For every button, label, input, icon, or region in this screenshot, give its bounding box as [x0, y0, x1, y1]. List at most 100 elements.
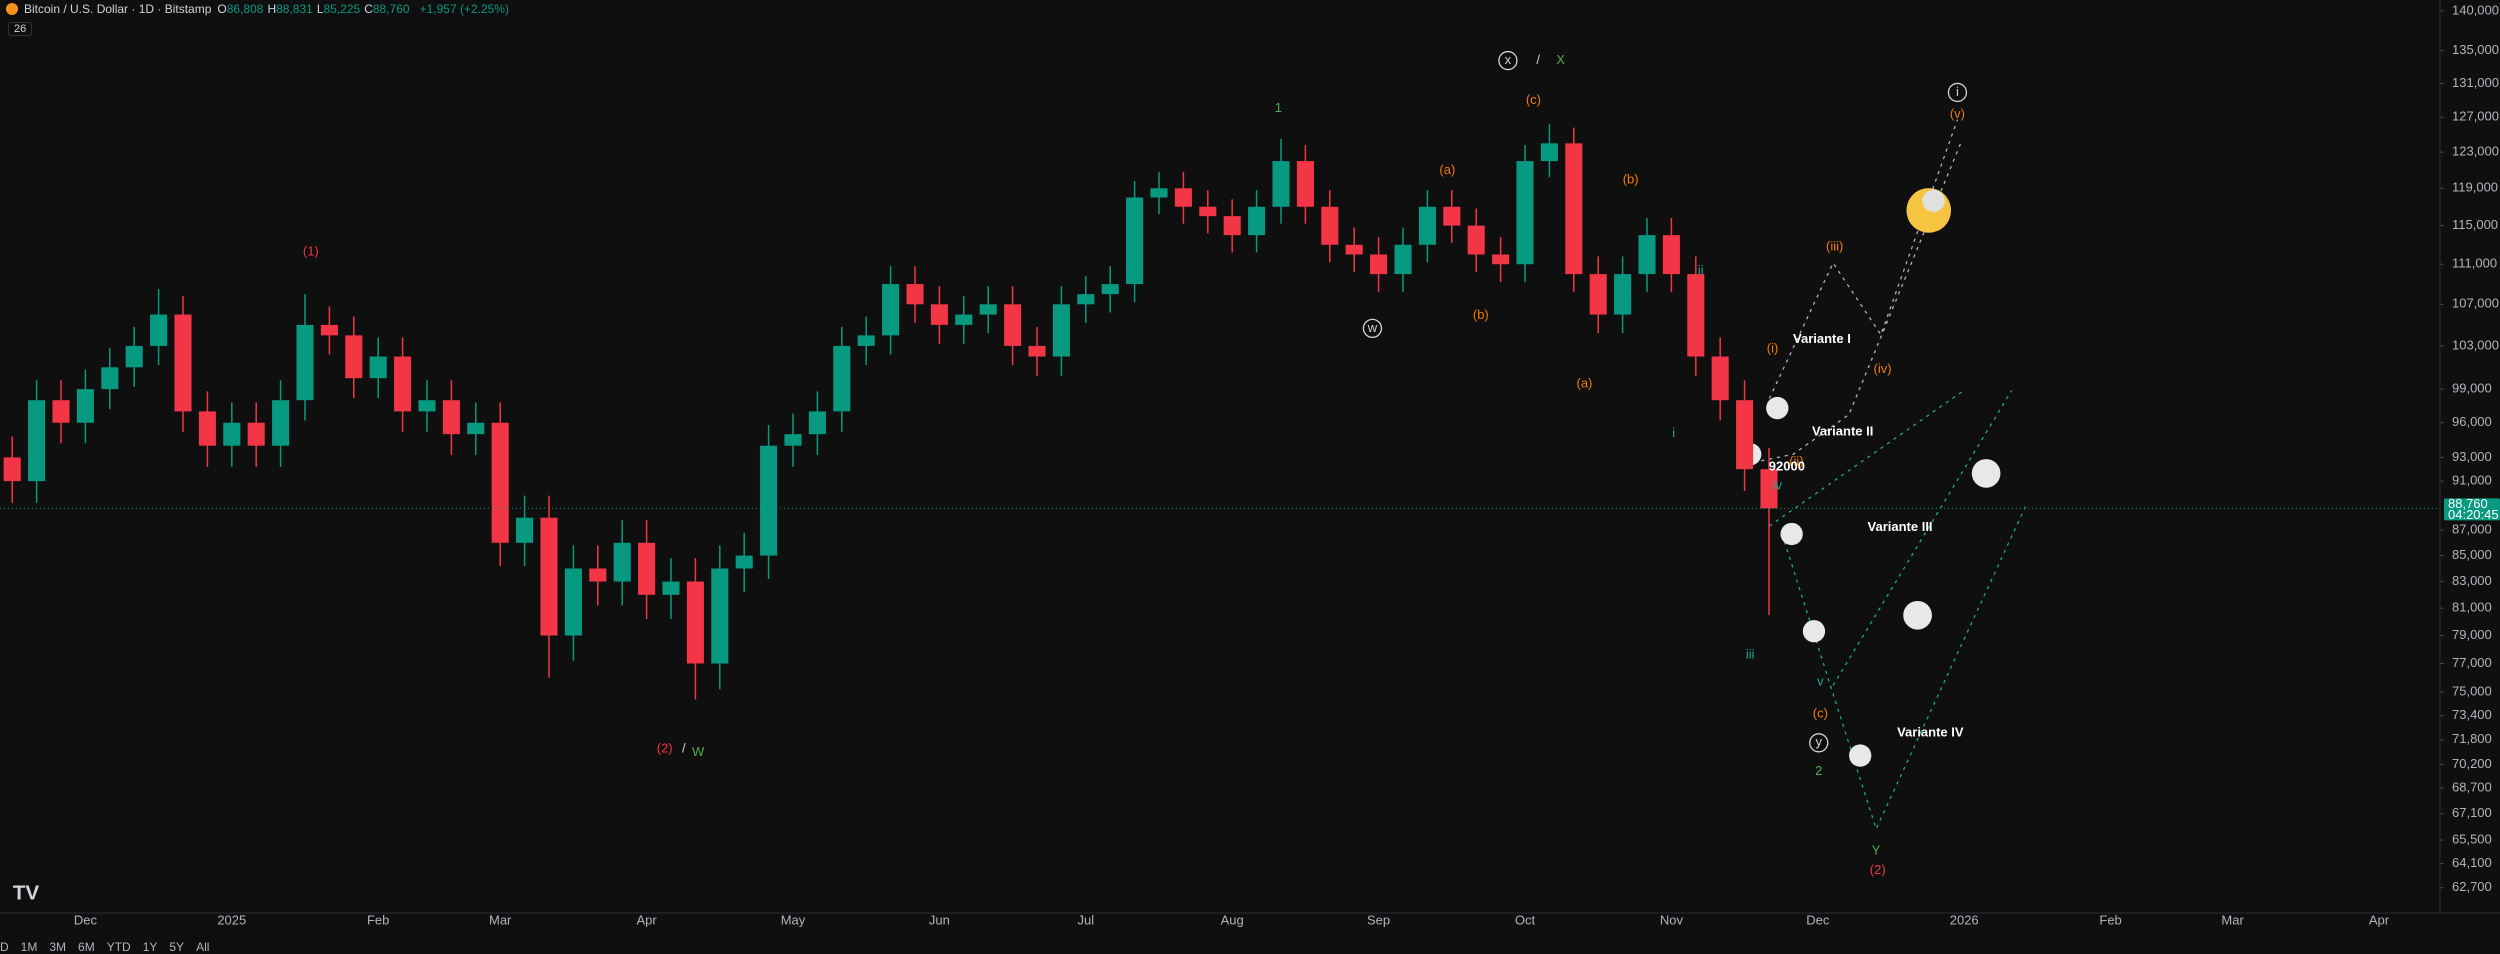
candle-body	[1638, 235, 1656, 275]
x-tick-label: Jun	[929, 912, 950, 927]
wave-label: (iv)	[1873, 361, 1891, 376]
y-tick-label: 93,000	[2452, 449, 2492, 464]
candle-body	[662, 581, 680, 595]
astronaut-icon	[1971, 459, 2001, 488]
candle-body	[1101, 284, 1119, 295]
candle-body	[1467, 225, 1485, 255]
wave-label: (iii)	[1826, 239, 1843, 254]
wave-label: i	[1672, 425, 1675, 440]
timeframe-button[interactable]: 1M	[20, 940, 38, 954]
astronaut-icon	[1766, 396, 1789, 420]
y-tick-label: 70,200	[2452, 756, 2492, 771]
x-tick-label: Apr	[2369, 912, 2390, 927]
y-tick-label: 135,000	[2452, 42, 2499, 57]
candle-body	[320, 324, 338, 336]
candle-body	[1345, 244, 1363, 255]
timeframe-button[interactable]: 3M	[49, 940, 67, 954]
candle-body	[882, 284, 900, 336]
timeframe-button[interactable]: 5Y	[169, 940, 185, 954]
candle-body	[906, 284, 924, 305]
x-tick-label: Dec	[74, 912, 98, 927]
candle-body	[76, 389, 94, 423]
candle-body	[1760, 469, 1778, 509]
candle-body	[1004, 304, 1022, 346]
candle-body	[540, 517, 558, 636]
candle-body	[589, 568, 607, 582]
x-tick-label: May	[781, 912, 806, 927]
timeframe-button[interactable]: 1Y	[142, 940, 158, 954]
candle-body	[711, 568, 729, 664]
y-tick-label: 67,100	[2452, 805, 2492, 820]
wave-label: (ii)	[1789, 454, 1803, 469]
wave-label: (b)	[1623, 172, 1639, 187]
y-tick-label: 64,100	[2452, 855, 2492, 870]
candle-body	[150, 314, 168, 346]
wave-label: (a)	[1576, 376, 1592, 391]
candle-body	[247, 422, 265, 446]
astronaut-icon	[1780, 522, 1803, 546]
countdown-label: 04:20:45	[2448, 507, 2499, 522]
candle-body	[784, 434, 802, 446]
x-tick-label: Dec	[1806, 912, 1830, 927]
x-tick-label: Aug	[1221, 912, 1244, 927]
candle-body	[1272, 161, 1290, 207]
candle-body	[955, 314, 973, 325]
wave-label: iii	[1746, 647, 1755, 662]
candle-body	[101, 367, 119, 390]
wave-circle	[1947, 82, 1968, 103]
timeframe-button[interactable]: 6M	[78, 940, 95, 954]
astronaut-icon	[1802, 620, 1826, 643]
candle-body	[1418, 206, 1436, 245]
wave-label: y	[1816, 734, 1823, 749]
candle-body	[1296, 161, 1314, 207]
candle-body	[1614, 274, 1632, 315]
wave-label: (2)	[1870, 862, 1886, 877]
candle-body	[1370, 254, 1388, 275]
ohlc-value: 88,831	[276, 2, 313, 16]
wave-circle	[1362, 318, 1383, 339]
wave-label: (a)	[1439, 162, 1455, 177]
wave-label: Variante III	[1868, 519, 1933, 534]
candle-body	[613, 542, 631, 582]
y-tick-label: 68,700	[2452, 779, 2492, 794]
candle-body	[1516, 161, 1534, 265]
wave-label: Y	[1872, 843, 1881, 858]
wave-label: (2)	[657, 741, 673, 756]
astronaut-icon	[1849, 744, 1872, 767]
candle-body	[1223, 216, 1241, 236]
timeframe-button[interactable]: YTD	[106, 940, 131, 954]
indicator-chip[interactable]: 26	[8, 22, 33, 36]
candle-body	[1321, 206, 1339, 245]
projections	[1753, 119, 2029, 831]
wave-label: Variante II	[1812, 423, 1873, 438]
candle-body	[638, 542, 656, 595]
candle-body	[1443, 206, 1461, 226]
y-tick-label: 119,000	[2452, 180, 2498, 195]
candle-body	[296, 324, 314, 401]
wave-label: /	[1536, 52, 1540, 67]
y-tick-label: 81,000	[2452, 600, 2492, 615]
timeframe-button[interactable]: D	[0, 940, 9, 954]
candle-body	[28, 400, 46, 482]
candle-body	[979, 304, 997, 315]
timeframes: D 1M 3M 6M YTD 1Y 5Y All	[0, 940, 209, 954]
candle-body	[1736, 400, 1754, 470]
ohlc-value: 85,225	[323, 2, 361, 16]
x-tick-label: 2025	[217, 912, 246, 927]
wave-label: (c)	[1813, 706, 1828, 721]
x-tick-label: Nov	[1660, 912, 1684, 927]
timeframe-button[interactable]: All	[196, 940, 210, 954]
candle-body	[467, 422, 485, 435]
x-tick-label: Mar	[489, 912, 512, 927]
candle-body	[1540, 143, 1558, 162]
candle-body	[1028, 345, 1046, 357]
wave-label: ii	[1698, 262, 1704, 277]
candle-body	[857, 335, 875, 346]
wave-label: (i)	[1767, 341, 1779, 356]
wave-circle	[1498, 50, 1518, 71]
y-tick-label: 107,000	[2452, 296, 2499, 311]
variant-2-path	[1753, 143, 1962, 463]
y-tick-label: 62,700	[2452, 879, 2492, 894]
symbol[interactable]: Bitcoin / U.S. Dollar · 1D · Bitstamp	[24, 2, 212, 16]
